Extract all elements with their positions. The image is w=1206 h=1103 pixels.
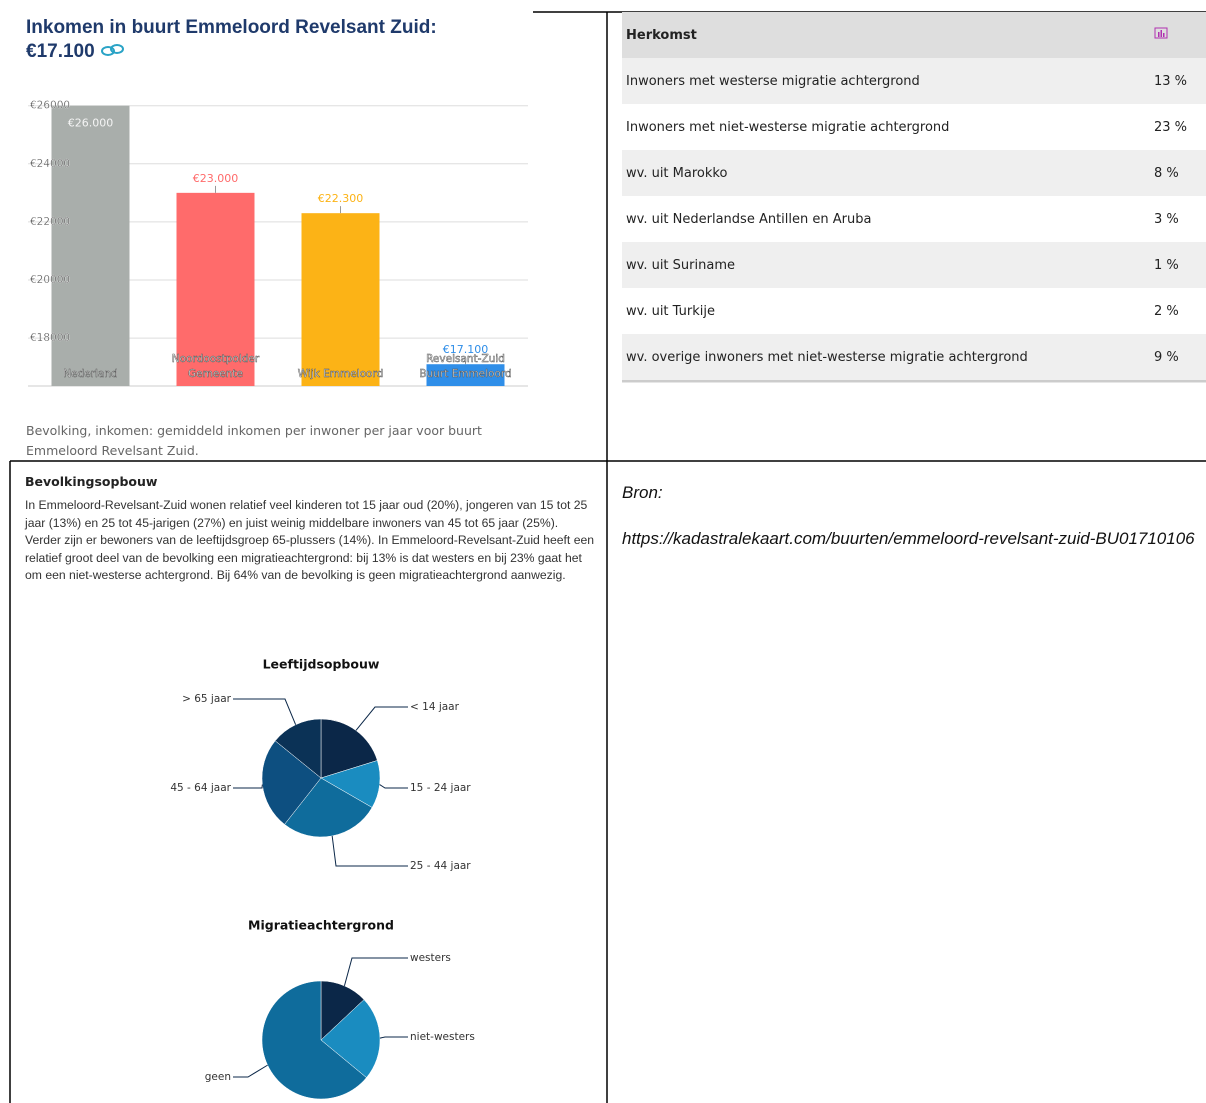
x-tick-label: Wijk Emmeloord [298,368,384,380]
chart-subtitle-line: €17.100 [26,40,546,64]
slice-label: niet-westers [410,1031,475,1043]
row-label: wv. uit Nederlandse Antillen en Aruba [626,211,872,227]
row-value: 8 % [1154,165,1179,181]
leader-line [331,835,408,867]
slice-label: 25 - 44 jaar [410,860,471,872]
row-label: wv. uit Marokko [626,165,728,181]
row-value: 1 % [1154,257,1179,273]
leader-line [379,1036,408,1039]
row-value: 2 % [1154,303,1179,319]
chart-icon[interactable] [1154,27,1206,43]
table: Herkomst Inwoners met westerse migratie … [622,12,1206,380]
row-label: wv. overige inwoners met niet-westerse m… [626,349,1028,365]
slice-label: 15 - 24 jaar [410,782,471,794]
row-value: 3 % [1154,211,1179,227]
chart-title: Migratieachtergrond [248,918,394,933]
chart-title: Inkomen in buurt Emmeloord Revelsant Zui… [26,17,437,38]
leader-line [233,698,297,725]
bar [176,192,255,386]
y-tick-label: €18000 [30,332,70,344]
section-text: In Emmeloord-Revelsant-Zuid wonen relati… [25,498,595,582]
row-label: Inwoners met westerse migratie achtergro… [626,73,920,89]
source-url: https://kadastralekaart.com/buurten/emme… [622,529,1195,548]
slice-label: westers [410,952,451,964]
x-tick-label: Nederland [63,368,117,380]
x-tick-label: Noordoostpolder [172,353,260,365]
pie-slice [274,718,322,779]
leader-line [379,784,408,789]
pie-slice [320,718,378,779]
table-row: Inwoners met niet-westerse migratie acht… [622,104,1206,150]
table-header: Herkomst [622,12,1206,58]
value-label: €26.000 [68,117,114,130]
slice-label: > 65 jaar [182,693,232,705]
row-value: 13 % [1154,73,1188,89]
y-tick-label: €24000 [30,158,70,170]
table-row: wv. uit Turkije 2 % [622,288,1206,334]
leader-line [355,706,408,731]
header-cell: Herkomst [626,27,697,43]
source-label: Bron: [622,483,663,502]
x-tick-label: Gemeente [188,368,243,380]
row-value: 9 % [1154,349,1179,365]
chart-title: Leeftijdsopbouw [263,657,380,672]
table-row: wv. uit Marokko 8 % [622,150,1206,196]
slice-label: geen [205,1071,231,1083]
row-label: Inwoners met niet-westerse migratie acht… [626,119,950,135]
x-tick-label: Buurt Emmeloord [419,368,511,380]
pie-slice [261,980,367,1100]
chart-subtitle: €17.100 [26,41,95,62]
table-row: wv. uit Suriname 1 % [622,242,1206,288]
bar [426,364,505,386]
y-tick-label: €20000 [30,274,70,286]
leader-line [343,957,408,986]
chart-caption: Bevolking, inkomen: gemiddeld inkomen pe… [26,423,482,458]
chart-title-block: Inkomen in buurt Emmeloord Revelsant Zui… [26,16,546,64]
row-value: 23 % [1154,119,1188,135]
link-icon[interactable] [100,43,126,57]
table-row: wv. uit Nederlandse Antillen en Aruba 3 % [622,196,1206,242]
x-tick-label: Revelsant-Zuid [426,353,505,365]
value-label: €22.300 [318,192,364,205]
row-label: wv. uit Suriname [626,257,735,273]
row-label: wv. uit Turkije [626,303,715,319]
y-tick-label: €26000 [30,100,70,112]
value-label: €23.000 [193,172,239,185]
bar [301,213,380,386]
slice-label: 45 - 64 jaar [170,782,231,794]
pie-slice [284,777,373,838]
pie-slice [261,740,322,825]
value-label: €17.100 [443,343,489,356]
table-row: Inwoners met westerse migratie achtergro… [622,58,1206,104]
source: Bron: https://kadastralekaart.com/buurte… [622,470,1202,562]
section-title: Bevolkingsopbouw [25,474,158,489]
y-tick-label: €22000 [30,216,70,228]
slice-label: < 14 jaar [410,701,460,713]
leader-line [233,784,263,789]
bar [51,105,130,387]
leader-line [233,1064,268,1078]
table-row: wv. overige inwoners met niet-westerse m… [622,334,1206,380]
